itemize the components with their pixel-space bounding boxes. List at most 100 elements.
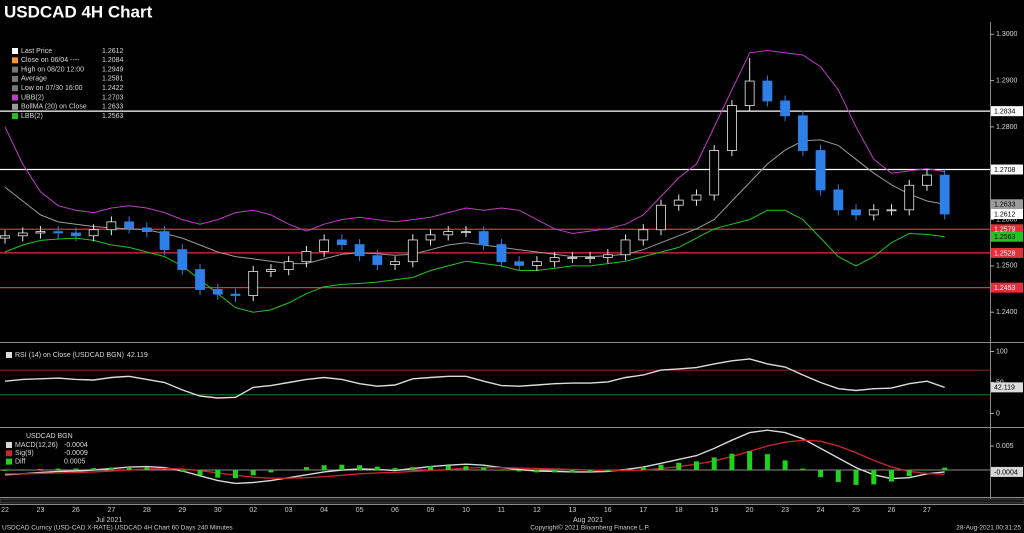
candle-body: [319, 239, 330, 252]
candle-body: [461, 231, 471, 234]
value-tag-label: 1.2612: [994, 211, 1016, 218]
x-tick-label: 02: [249, 507, 257, 514]
diff-bar: [782, 460, 788, 470]
legend-value: 1.2084: [102, 57, 124, 64]
diff-bar: [321, 465, 327, 470]
candle-body: [514, 261, 525, 266]
value-tag-label: -0.0004: [994, 469, 1018, 476]
legend-value: 1.2612: [102, 48, 124, 55]
x-tick-label: 26: [72, 507, 80, 514]
diff-bar: [20, 470, 26, 471]
legend-value: -0.0009: [64, 450, 88, 457]
diff-bar: [463, 466, 469, 470]
x-tick-label: 10: [462, 507, 470, 514]
value-tag-label: 1.2834: [994, 109, 1016, 116]
candle-body: [390, 261, 400, 265]
value-tag: [991, 164, 1023, 175]
candle-body: [443, 231, 454, 236]
y-tick-label: 0: [996, 410, 1000, 417]
y-tick-label: 0.005: [996, 443, 1014, 450]
y-tick-label: 1.2400: [996, 309, 1018, 316]
legend-value: -0.0004: [64, 442, 88, 449]
diff-bar: [623, 469, 629, 470]
legend-swatch: [12, 66, 18, 73]
candle-body: [567, 257, 578, 259]
diff-bar: [179, 470, 185, 472]
macd-panel: [0, 429, 990, 485]
diff-bar: [498, 470, 504, 471]
legend-value: 1.2633: [102, 104, 124, 111]
x-tick-label: 25: [852, 507, 860, 514]
diff-bar: [2, 470, 8, 471]
candle-body: [815, 150, 826, 191]
legend-value: 0.0005: [64, 458, 86, 465]
diff-bar: [516, 470, 522, 472]
value-tag-label: 1.2633: [994, 202, 1016, 209]
diff-bar: [108, 467, 114, 470]
diff-bar: [729, 453, 735, 470]
diff-bar: [658, 464, 664, 470]
legend-label: Close on 06/04 ----: [21, 57, 80, 64]
diff-bar: [640, 467, 646, 470]
diff-bar: [534, 470, 540, 473]
x-period-label: Aug 2021: [573, 517, 603, 524]
legend-swatch: [6, 352, 12, 358]
x-tick-label: 13: [568, 507, 576, 514]
value-tag: [991, 199, 1023, 210]
legend-swatch: [12, 48, 18, 54]
candle-body: [372, 255, 383, 265]
diff-bar: [605, 470, 611, 471]
candle-body: [212, 289, 223, 295]
value-tag-label: 1.2563: [994, 234, 1016, 241]
y-tick-label: 1.2500: [996, 263, 1018, 270]
candle-body: [195, 269, 205, 290]
legend-swatch: [6, 450, 12, 457]
candle-body: [638, 229, 649, 241]
legend-swatch: [6, 458, 12, 465]
diff-bar: [445, 465, 451, 470]
diff-bar: [906, 470, 912, 477]
diff-bar: [871, 470, 877, 485]
legend-label: RSI (14) on Close (USDCAD BGN): [15, 352, 124, 359]
y-tick-label: 1.2900: [996, 77, 1018, 84]
x-tick-label: 03: [285, 507, 293, 514]
diff-bar: [91, 468, 97, 470]
footer-center: Copyright© 2021 Bloomberg Finance L.P.: [530, 524, 650, 532]
diff-bar: [764, 454, 770, 470]
x-tick-label: 28: [143, 507, 151, 514]
candle-body: [106, 221, 117, 231]
legend-swatch: [6, 442, 12, 448]
diff-bar: [144, 467, 150, 470]
diff-bar: [286, 469, 292, 471]
series-line: [5, 439, 945, 479]
y-tick-label: 100: [996, 348, 1008, 355]
candle-body: [177, 249, 188, 270]
candle-body: [159, 231, 170, 251]
x-tick-label: 30: [214, 507, 222, 514]
candle-body: [283, 261, 294, 270]
candle-body: [851, 209, 861, 216]
diff-bar: [303, 467, 309, 470]
diff-bar: [481, 467, 487, 470]
candle-body: [780, 100, 791, 117]
diff-bar: [835, 470, 841, 482]
diff-bar: [339, 464, 345, 470]
candle-body: [904, 184, 915, 211]
diff-bar: [587, 470, 593, 472]
diff-bar: [711, 457, 717, 470]
diff-bar: [853, 470, 859, 485]
value-tag: [991, 282, 1023, 293]
value-tag-label: 42.119: [994, 385, 1015, 392]
candle-body: [354, 244, 365, 257]
diff-bar: [428, 466, 434, 470]
legend-value: 1.2563: [102, 113, 124, 120]
diff-bar: [410, 467, 416, 470]
value-tag-label: 1.2528: [994, 250, 1016, 257]
legend-label: Sig(9): [15, 450, 34, 457]
legend-value: 1.2703: [102, 94, 124, 101]
legend-swatch: [12, 113, 18, 120]
x-tick-label: 29: [178, 507, 186, 514]
value-tag: [991, 106, 1023, 117]
